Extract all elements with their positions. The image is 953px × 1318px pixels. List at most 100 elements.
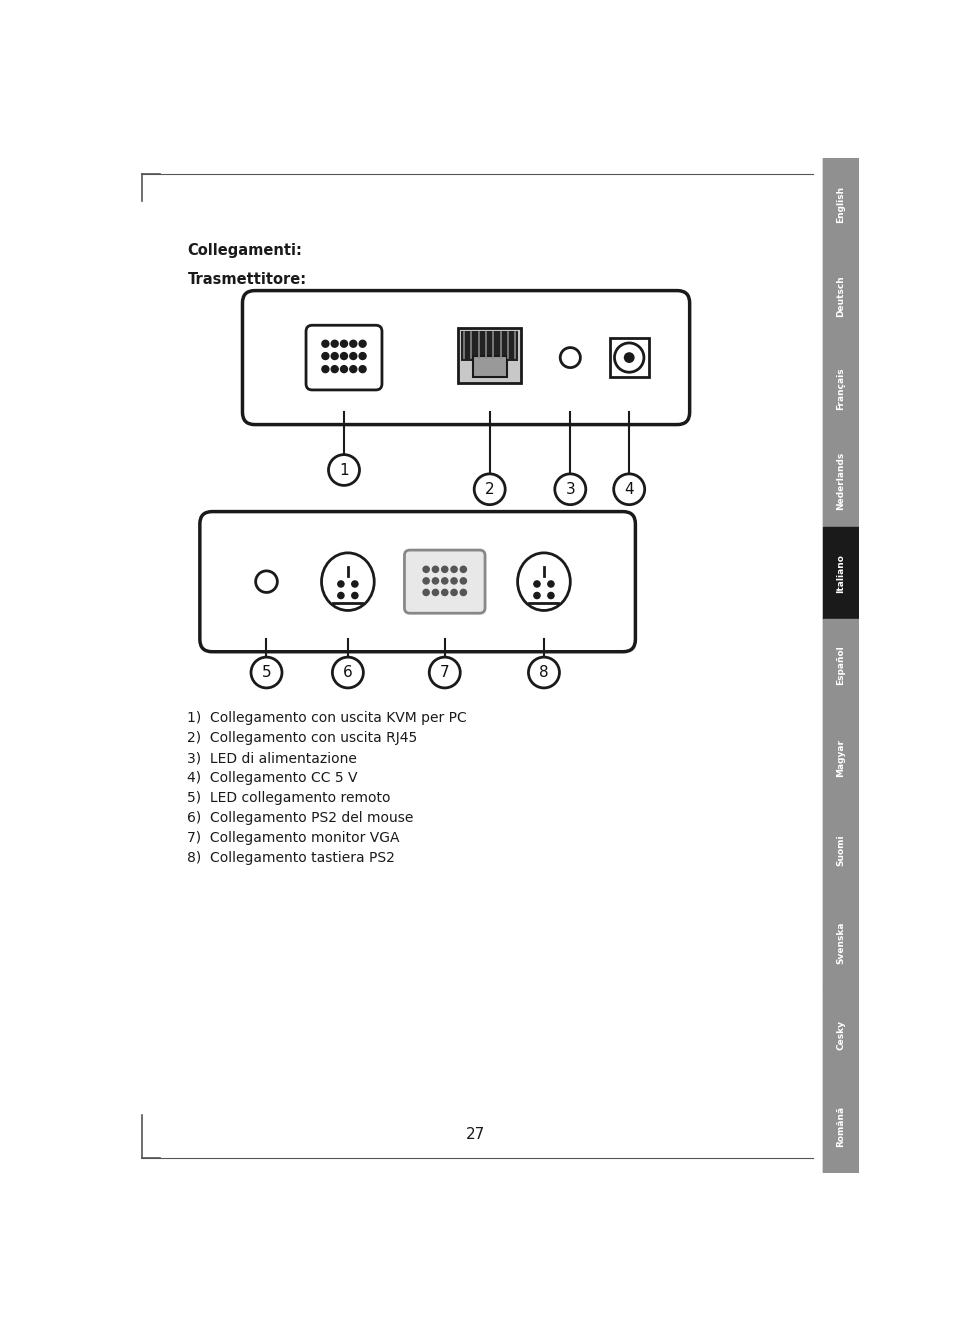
Circle shape <box>432 589 438 596</box>
Circle shape <box>614 343 643 372</box>
Text: Français: Français <box>836 368 844 410</box>
Bar <box>472 356 506 377</box>
Circle shape <box>251 658 282 688</box>
Text: 7)  Collegamento monitor VGA: 7) Collegamento monitor VGA <box>187 832 399 845</box>
Circle shape <box>328 455 359 485</box>
Circle shape <box>559 348 579 368</box>
FancyBboxPatch shape <box>306 326 381 390</box>
Circle shape <box>429 658 459 688</box>
Text: Deutsch: Deutsch <box>836 275 844 318</box>
Circle shape <box>441 567 447 572</box>
Text: Română: Română <box>836 1106 844 1148</box>
Text: 2)  Collegamento con uscita RJ45: 2) Collegamento con uscita RJ45 <box>187 731 417 745</box>
Bar <box>822 619 858 712</box>
Circle shape <box>352 592 357 598</box>
Circle shape <box>459 567 466 572</box>
Circle shape <box>255 571 277 592</box>
Circle shape <box>340 365 347 373</box>
Circle shape <box>337 581 344 587</box>
Bar <box>822 158 858 250</box>
Text: English: English <box>836 186 844 223</box>
Circle shape <box>340 353 347 360</box>
Circle shape <box>432 567 438 572</box>
Circle shape <box>358 365 366 373</box>
Text: 5)  LED collegamento remoto: 5) LED collegamento remoto <box>187 791 391 805</box>
Circle shape <box>337 592 344 598</box>
Circle shape <box>331 340 337 347</box>
Ellipse shape <box>517 552 570 610</box>
Text: Cesky: Cesky <box>836 1020 844 1049</box>
Circle shape <box>547 592 554 598</box>
Text: Collegamenti:: Collegamenti: <box>187 243 302 258</box>
Text: 27: 27 <box>466 1127 485 1141</box>
Circle shape <box>451 567 456 572</box>
Circle shape <box>350 340 356 347</box>
Text: 8: 8 <box>538 666 548 680</box>
Circle shape <box>331 365 337 373</box>
Bar <box>822 250 858 343</box>
Text: 2: 2 <box>484 482 494 497</box>
Circle shape <box>555 474 585 505</box>
Circle shape <box>451 577 456 584</box>
Circle shape <box>451 589 456 596</box>
Bar <box>609 339 648 377</box>
Text: Trasmettitore:: Trasmettitore: <box>187 272 306 287</box>
Circle shape <box>350 365 356 373</box>
Circle shape <box>623 352 634 362</box>
Circle shape <box>459 577 466 584</box>
Circle shape <box>441 577 447 584</box>
Circle shape <box>321 340 329 347</box>
Text: 5: 5 <box>261 666 271 680</box>
Text: 1)  Collegamento con uscita KVM per PC: 1) Collegamento con uscita KVM per PC <box>187 710 467 725</box>
Text: 4)  Collegamento CC 5 V: 4) Collegamento CC 5 V <box>187 771 357 786</box>
Text: Svenska: Svenska <box>836 921 844 963</box>
Circle shape <box>422 567 429 572</box>
Text: 6)  Collegamento PS2 del mouse: 6) Collegamento PS2 del mouse <box>187 811 414 825</box>
Bar <box>822 343 858 435</box>
Bar <box>822 158 858 1173</box>
Text: 4: 4 <box>623 482 634 497</box>
Text: Italiano: Italiano <box>836 554 844 593</box>
Text: 3: 3 <box>565 482 575 497</box>
FancyBboxPatch shape <box>199 511 635 651</box>
Circle shape <box>321 365 329 373</box>
Text: Magyar: Magyar <box>836 739 844 776</box>
Text: 3)  LED di alimentazione: 3) LED di alimentazione <box>187 751 357 764</box>
Bar <box>822 527 858 619</box>
Circle shape <box>613 474 644 505</box>
Text: 7: 7 <box>439 666 449 680</box>
Circle shape <box>534 581 539 587</box>
Bar <box>822 435 858 527</box>
Circle shape <box>459 589 466 596</box>
Circle shape <box>422 589 429 596</box>
Circle shape <box>358 353 366 360</box>
Circle shape <box>534 592 539 598</box>
Text: 1: 1 <box>339 463 349 477</box>
Bar <box>822 1081 858 1173</box>
Circle shape <box>528 658 558 688</box>
Ellipse shape <box>321 552 374 610</box>
Bar <box>822 712 858 804</box>
Circle shape <box>352 581 357 587</box>
Bar <box>457 328 521 384</box>
Circle shape <box>422 577 429 584</box>
Circle shape <box>350 353 356 360</box>
FancyBboxPatch shape <box>404 550 484 613</box>
Text: Nederlands: Nederlands <box>836 452 844 510</box>
Circle shape <box>547 581 554 587</box>
Text: Español: Español <box>836 646 844 685</box>
Text: 6: 6 <box>343 666 353 680</box>
Text: Suomi: Suomi <box>836 834 844 866</box>
Text: 8)  Collegamento tastiera PS2: 8) Collegamento tastiera PS2 <box>187 851 395 865</box>
Bar <box>822 988 858 1081</box>
Circle shape <box>321 353 329 360</box>
Circle shape <box>358 340 366 347</box>
Circle shape <box>331 353 337 360</box>
Bar <box>822 896 858 988</box>
Circle shape <box>332 658 363 688</box>
Circle shape <box>474 474 505 505</box>
Bar <box>822 804 858 896</box>
Circle shape <box>340 340 347 347</box>
FancyBboxPatch shape <box>242 290 689 424</box>
Circle shape <box>441 589 447 596</box>
